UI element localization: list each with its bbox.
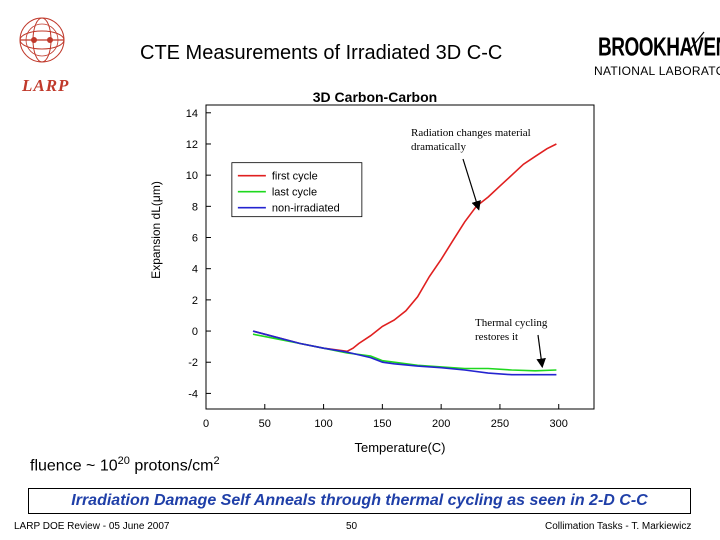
slide-title: CTE Measurements of Irradiated 3D C-C: [140, 42, 503, 64]
y-tick-label: 0: [192, 326, 198, 338]
x-tick-label: 300: [550, 418, 568, 430]
annotation-radiation-line: dramatically: [411, 141, 466, 153]
y-tick-label: 4: [192, 264, 198, 276]
y-axis-label: Expansion dL(μm): [149, 181, 163, 279]
conclusion-banner: Irradiation Damage Self Anneals through …: [28, 488, 691, 514]
footer-left: LARP DOE Review - 05 June 2007: [14, 521, 170, 532]
legend-label: last cycle: [272, 187, 317, 199]
y-tick-label: 12: [186, 139, 198, 151]
fluence-suffix: protons/cm: [129, 457, 214, 475]
fluence-text: fluence ~ 1020 protons/cm2: [30, 455, 220, 475]
x-tick-label: 250: [491, 418, 509, 430]
y-tick-label: 10: [186, 170, 198, 182]
brookhaven-logo-subtitle: NATIONAL LABORATORY: [594, 64, 720, 78]
y-tick-label: -4: [188, 388, 198, 400]
x-tick-label: 100: [314, 418, 332, 430]
annotation-radiation-arrow: [462, 158, 481, 211]
x-tick-label: 200: [432, 418, 450, 430]
cte-chart: 3D Carbon-Carbon 0 50 100 150 200 250 300 -4 -2 0…: [149, 89, 595, 455]
annotation-thermal-line: Thermal cycling: [475, 317, 548, 329]
page-number: 50: [346, 521, 358, 532]
x-axis-label: Temperature(C): [354, 440, 445, 455]
annotation-thermal-arrow: [536, 334, 546, 369]
y-tick-label: -2: [188, 357, 198, 369]
fluence-exponent: 20: [117, 455, 130, 467]
fluence-area-exponent: 2: [213, 455, 220, 467]
fluence-prefix: fluence ~ 10: [30, 457, 118, 475]
legend-label: first cycle: [272, 171, 318, 183]
y-tick-label: 2: [192, 295, 198, 307]
x-tick-label: 50: [259, 418, 271, 430]
larp-logo: [19, 17, 65, 63]
footer-right: Collimation Tasks - T. Markiewicz: [545, 521, 692, 532]
annotation-thermal-line: restores it: [475, 331, 518, 343]
y-tick-label: 6: [192, 233, 198, 245]
brookhaven-logo: [687, 31, 705, 53]
y-tick-label: 8: [192, 201, 198, 213]
x-tick-label: 150: [373, 418, 391, 430]
plot-area: [205, 104, 595, 410]
legend-label: non-irradiated: [272, 203, 340, 215]
brookhaven-logo-name: BROOKHAVEN: [598, 34, 720, 63]
x-tick-label: 0: [203, 418, 209, 430]
annotation-radiation-line: Radiation changes material: [411, 127, 531, 139]
larp-logo-text: LARP: [22, 76, 70, 95]
chart-title: 3D Carbon-Carbon: [313, 89, 437, 105]
y-tick-label: 14: [186, 108, 198, 120]
series-line-non-irradiated: [252, 330, 557, 376]
